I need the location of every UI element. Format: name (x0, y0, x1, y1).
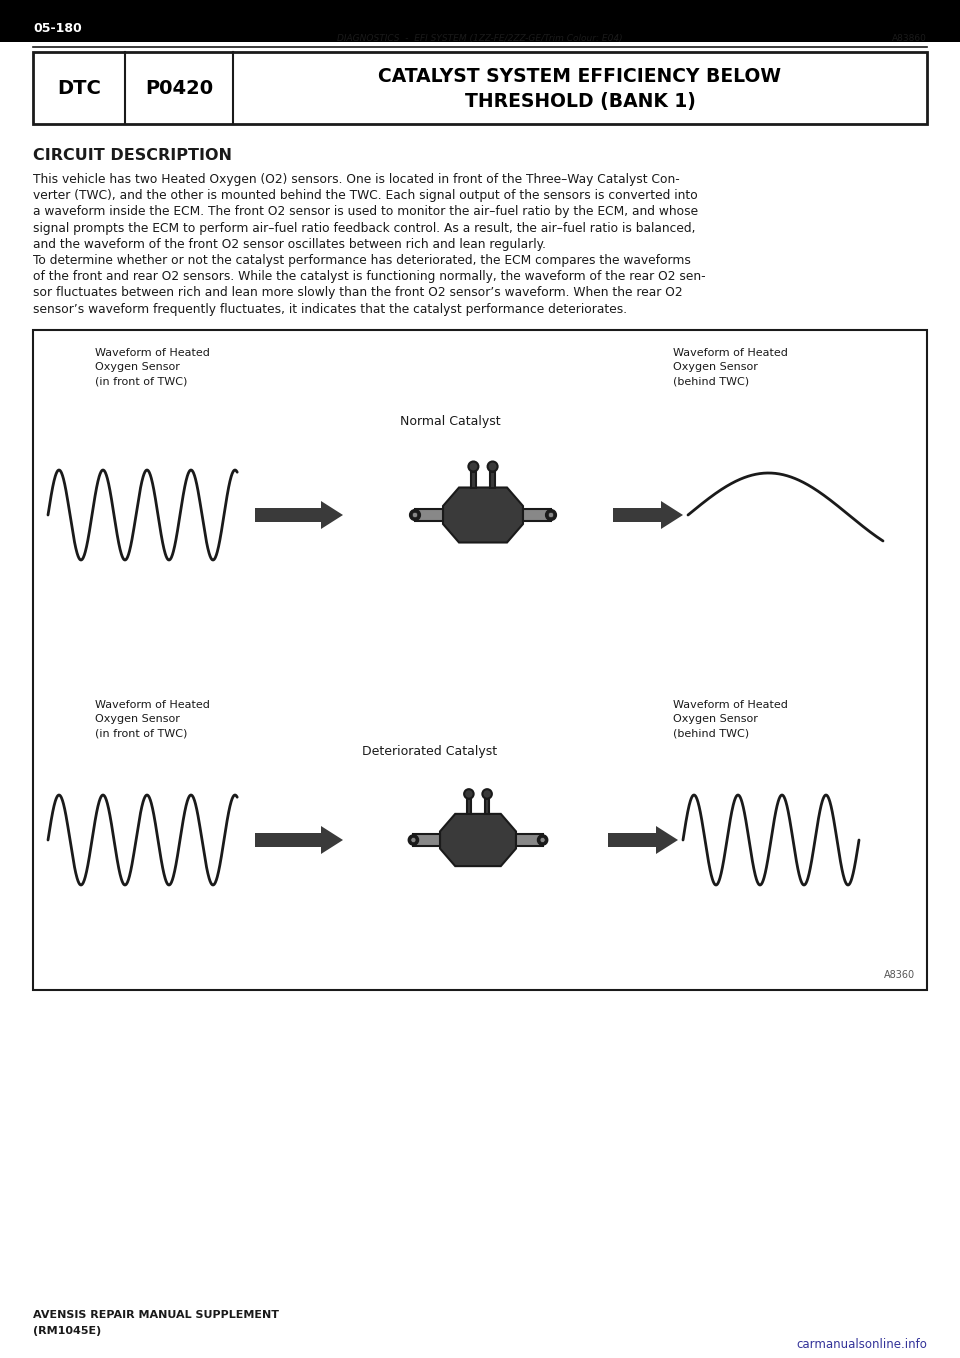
Text: To determine whether or not the catalyst performance has deteriorated, the ECM c: To determine whether or not the catalyst… (33, 254, 691, 268)
Bar (485, 799, 490, 813)
Text: a waveform inside the ECM. The front O2 sensor is used to monitor the air–fuel r: a waveform inside the ECM. The front O2 … (33, 205, 698, 219)
Text: Waveform of Heated
Oxygen Sensor
(in front of TWC): Waveform of Heated Oxygen Sensor (in fro… (95, 348, 210, 386)
Polygon shape (661, 501, 683, 530)
Ellipse shape (412, 512, 418, 517)
Text: THRESHOLD (BANK 1): THRESHOLD (BANK 1) (465, 91, 695, 110)
Polygon shape (321, 501, 343, 530)
Polygon shape (443, 488, 523, 542)
Bar (471, 471, 476, 488)
Text: sor fluctuates between rich and lean more slowly than the front O2 sensor’s wave: sor fluctuates between rich and lean mor… (33, 287, 683, 299)
Text: P0420: P0420 (145, 79, 213, 98)
Bar (415, 509, 443, 521)
Text: A8360: A8360 (884, 970, 915, 980)
Ellipse shape (468, 462, 478, 471)
Text: Waveform of Heated
Oxygen Sensor
(in front of TWC): Waveform of Heated Oxygen Sensor (in fro… (95, 699, 210, 737)
Ellipse shape (548, 512, 554, 517)
Text: verter (TWC), and the other is mounted behind the TWC. Each signal output of the: verter (TWC), and the other is mounted b… (33, 189, 698, 202)
Polygon shape (321, 826, 343, 854)
Text: (RM1045E): (RM1045E) (33, 1325, 101, 1336)
Bar (414, 834, 440, 846)
Bar (467, 799, 471, 813)
Ellipse shape (545, 509, 557, 520)
Text: DIAGNOSTICS  -  EFI SYSTEM (1ZZ-FE/2ZZ-GE/Trim Colour: E04): DIAGNOSTICS - EFI SYSTEM (1ZZ-FE/2ZZ-GE/… (337, 34, 623, 43)
Polygon shape (440, 813, 516, 866)
Text: AVENSIS REPAIR MANUAL SUPPLEMENT: AVENSIS REPAIR MANUAL SUPPLEMENT (33, 1310, 279, 1320)
Text: sensor’s waveform frequently fluctuates, it indicates that the catalyst performa: sensor’s waveform frequently fluctuates,… (33, 303, 627, 315)
Ellipse shape (540, 838, 545, 842)
Text: This vehicle has two Heated Oxygen (O2) sensors. One is located in front of the : This vehicle has two Heated Oxygen (O2) … (33, 172, 680, 186)
Polygon shape (656, 826, 678, 854)
Ellipse shape (538, 835, 548, 845)
Ellipse shape (408, 835, 419, 845)
Bar (523, 509, 551, 521)
Text: carmanualsonline.info: carmanualsonline.info (796, 1338, 927, 1351)
Text: DTC: DTC (57, 79, 101, 98)
Bar (33, 330, 927, 990)
Text: A83860: A83860 (892, 34, 927, 43)
Text: signal prompts the ECM to perform air–fuel ratio feedback control. As a result, : signal prompts the ECM to perform air–fu… (33, 221, 695, 235)
Text: Waveform of Heated
Oxygen Sensor
(behind TWC): Waveform of Heated Oxygen Sensor (behind… (673, 699, 788, 737)
Bar (33, 52, 927, 124)
Bar (613, 508, 661, 521)
Bar (608, 832, 656, 847)
Bar (516, 834, 542, 846)
Ellipse shape (488, 462, 497, 471)
Ellipse shape (464, 789, 473, 799)
Text: Waveform of Heated
Oxygen Sensor
(behind TWC): Waveform of Heated Oxygen Sensor (behind… (673, 348, 788, 386)
Text: CATALYST SYSTEM EFFICIENCY BELOW: CATALYST SYSTEM EFFICIENCY BELOW (378, 68, 781, 87)
Ellipse shape (410, 509, 420, 520)
Text: of the front and rear O2 sensors. While the catalyst is functioning normally, th: of the front and rear O2 sensors. While … (33, 270, 706, 284)
Ellipse shape (482, 789, 492, 799)
Ellipse shape (411, 838, 416, 842)
Text: CIRCUIT DESCRIPTION: CIRCUIT DESCRIPTION (33, 148, 232, 163)
Text: and the waveform of the front O2 sensor oscillates between rich and lean regular: and the waveform of the front O2 sensor … (33, 238, 546, 251)
Bar (255, 832, 321, 847)
Bar (0, 0, 960, 42)
Bar (255, 508, 321, 521)
Text: Deteriorated Catalyst: Deteriorated Catalyst (363, 746, 497, 758)
Bar (491, 471, 495, 488)
Text: 05-180: 05-180 (33, 22, 82, 34)
Text: Normal Catalyst: Normal Catalyst (399, 416, 500, 428)
